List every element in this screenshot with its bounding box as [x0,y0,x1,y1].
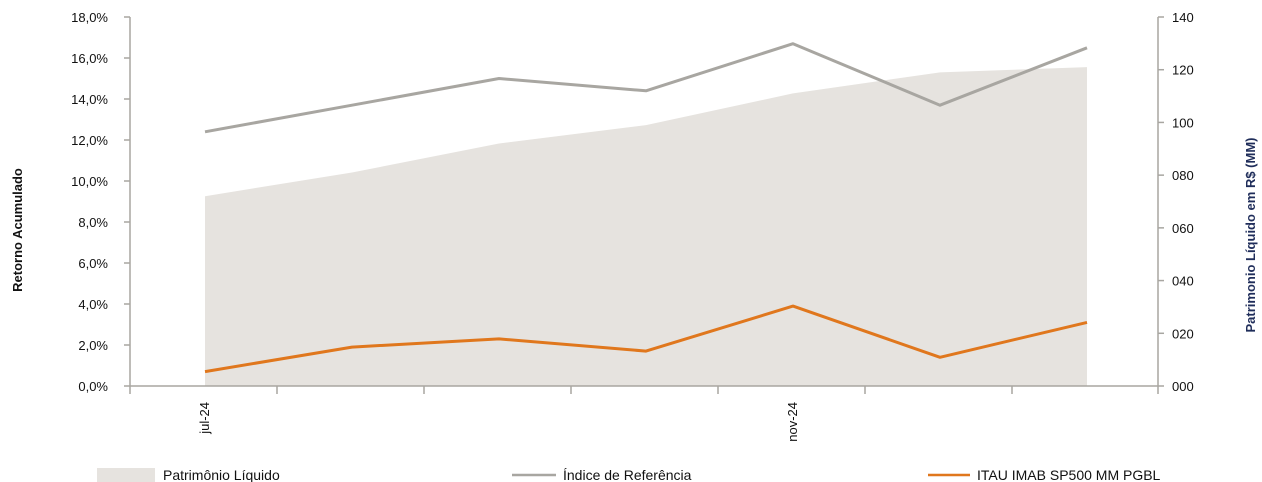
x-tick-label: jul-24 [197,402,212,435]
y-left-tick-label: 0,0% [78,379,108,394]
legend-item-patrimonio: Patrimônio Líquido [97,467,280,482]
y-left-tick-label: 16,0% [71,51,108,66]
y-left-tick-label: 6,0% [78,256,108,271]
legend: Patrimônio Líquido Índice de Referência … [97,467,1161,482]
line-layer [204,42,1088,374]
y-right-tick-label: 120 [1172,63,1194,78]
area-layer [205,67,1087,386]
y-left-tick-label: 10,0% [71,174,108,189]
y-left-tick-label: 12,0% [71,133,108,148]
legend-swatch-area [97,468,155,482]
legend-label-indice: Índice de Referência [563,467,692,482]
y-right-tick-label: 100 [1172,115,1194,130]
left-axis-title: Retorno Acumulado [10,168,25,292]
y-right-tick-label: 080 [1172,168,1194,183]
y-right-tick-label: 020 [1172,326,1194,341]
legend-item-fund: ITAU IMAB SP500 MM PGBL [928,467,1161,482]
y-right-tick-label: 040 [1172,274,1194,289]
area-series-patrimonio [205,67,1087,386]
y-left-tick-label: 4,0% [78,297,108,312]
right-axis-title: Patrimonio Líquido em R$ (MM) [1243,138,1258,333]
y-right-tick-label: 000 [1172,379,1194,394]
y-left-tick-label: 2,0% [78,338,108,353]
legend-item-indice: Índice de Referência [512,467,692,482]
y-left-tick-label: 18,0% [71,10,108,25]
tick-layer: 0,0% 2,0% 4,0% 6,0% 8,0% 10,0% 12,0% 14,0% 16,0%… [71,10,1194,442]
y-right-tick-label: 140 [1172,10,1194,25]
legend-label-patrimonio: Patrimônio Líquido [163,467,280,482]
y-left-tick-label: 8,0% [78,215,108,230]
line-series-2 [204,304,1088,374]
axes-layer [129,17,1159,387]
line-series-1 [204,42,1088,134]
y-left-tick-label: 14,0% [71,92,108,107]
x-tick-label: nov-24 [785,402,800,442]
y-right-tick-label: 060 [1172,221,1194,236]
legend-label-fund: ITAU IMAB SP500 MM PGBL [977,467,1161,482]
